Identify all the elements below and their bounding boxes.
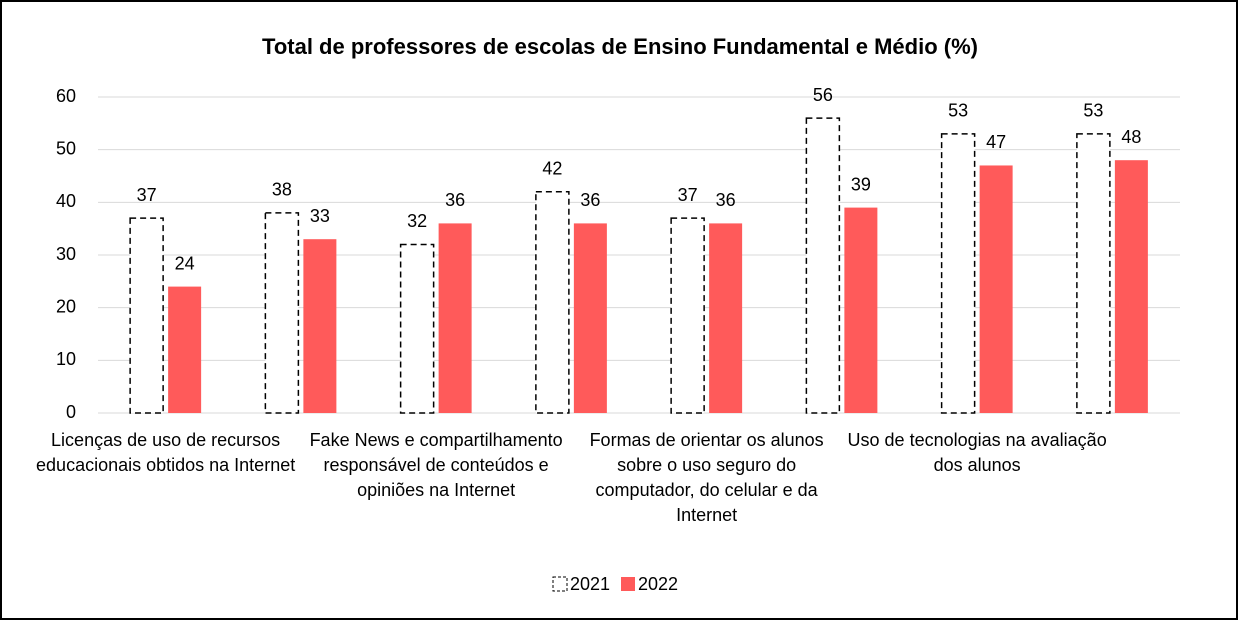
y-tick-label: 20 bbox=[56, 296, 76, 316]
data-label: 38 bbox=[272, 180, 292, 200]
bar bbox=[979, 165, 1013, 413]
data-label: 36 bbox=[580, 190, 600, 210]
data-label: 42 bbox=[542, 159, 562, 179]
data-label: 53 bbox=[948, 101, 968, 121]
bar bbox=[168, 286, 202, 413]
bar bbox=[399, 243, 435, 414]
bar bbox=[1076, 133, 1111, 414]
data-label: 47 bbox=[986, 132, 1006, 152]
y-tick-label: 30 bbox=[56, 244, 76, 264]
y-tick-label: 10 bbox=[56, 349, 76, 369]
legend-label: 2021 bbox=[570, 574, 610, 594]
bar bbox=[709, 223, 743, 413]
bar bbox=[129, 217, 164, 414]
data-label: 39 bbox=[851, 174, 871, 194]
x-tick-label: Fake News e compartilhamento responsável… bbox=[309, 430, 563, 500]
data-label: 48 bbox=[1121, 127, 1141, 147]
data-label: 33 bbox=[310, 206, 330, 226]
data-label: 37 bbox=[678, 185, 698, 205]
legend-swatch bbox=[621, 577, 635, 591]
legend-swatch bbox=[552, 576, 568, 592]
bar bbox=[573, 223, 607, 413]
bar bbox=[670, 217, 705, 414]
y-tick-label: 50 bbox=[56, 138, 76, 158]
bar bbox=[1114, 160, 1148, 413]
bar bbox=[264, 212, 300, 414]
data-label: 36 bbox=[445, 190, 465, 210]
x-tick-label: Formas de orientar os alunos sobre o uso… bbox=[589, 430, 824, 525]
data-label: 37 bbox=[137, 185, 157, 205]
data-label: 53 bbox=[1083, 101, 1103, 121]
y-tick-label: 60 bbox=[56, 86, 76, 106]
bar bbox=[844, 207, 878, 413]
x-tick-label: Licenças de uso de recursos educacionais… bbox=[36, 430, 296, 475]
data-label: 24 bbox=[175, 253, 195, 273]
y-tick-label: 40 bbox=[56, 191, 76, 211]
data-label: 32 bbox=[407, 211, 427, 231]
data-label: 36 bbox=[716, 190, 736, 210]
chart-title: Total de professores de escolas de Ensin… bbox=[262, 34, 978, 59]
y-tick-label: 0 bbox=[66, 402, 76, 422]
bar bbox=[303, 239, 337, 413]
bar bbox=[940, 133, 976, 414]
bar bbox=[805, 117, 841, 414]
legend-label: 2022 bbox=[638, 574, 678, 594]
bar bbox=[535, 191, 570, 414]
data-label: 56 bbox=[813, 85, 833, 105]
x-tick-label: Uso de tecnologias na avaliação dos alun… bbox=[847, 430, 1107, 475]
bar bbox=[438, 223, 472, 413]
